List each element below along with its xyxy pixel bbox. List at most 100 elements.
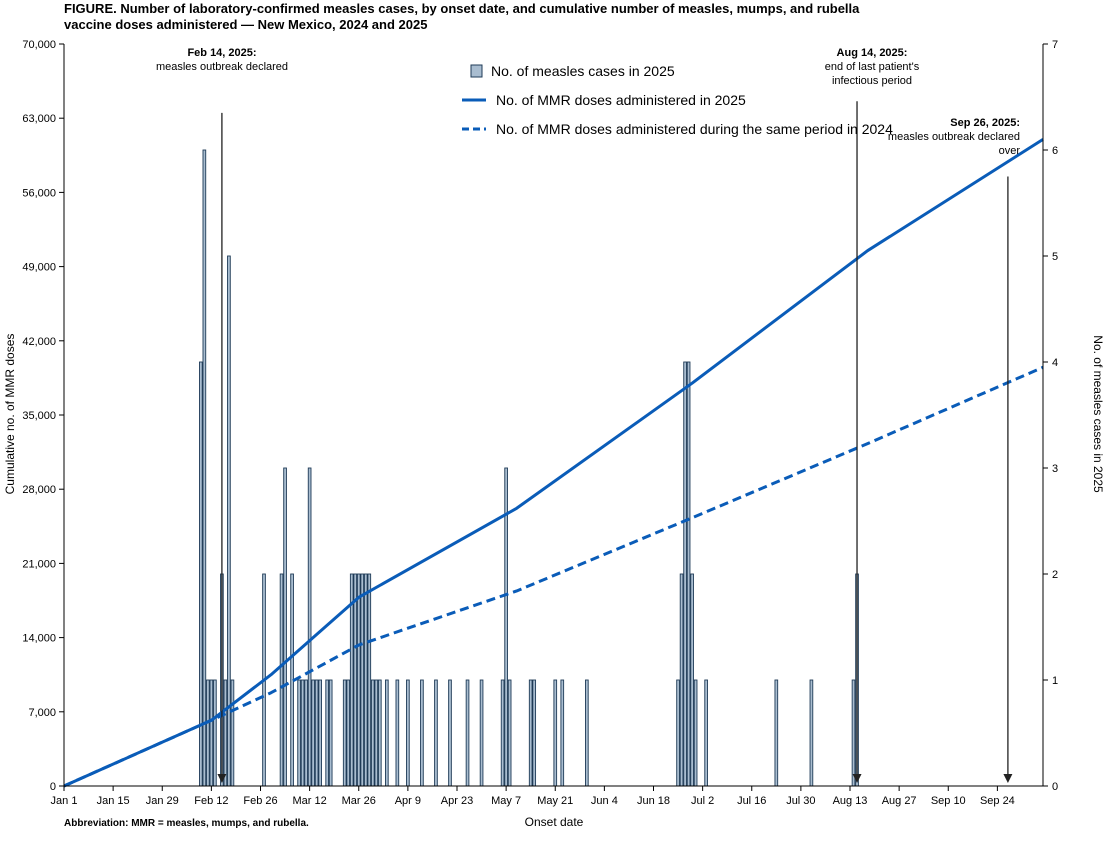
y-left-tick-label: 7,000: [28, 707, 56, 719]
measles-case-bar: [370, 679, 375, 787]
annotation-heading: Feb 14, 2025:: [187, 47, 256, 59]
measles-case-bar: [230, 679, 235, 787]
x-tick-label: Jan 29: [146, 795, 179, 807]
measles-case-bar: [206, 679, 210, 787]
measles-case-bar: [528, 679, 533, 787]
measles-case-bar: [585, 679, 589, 787]
measles-case-bar: [328, 679, 333, 787]
x-tick-label: Jan 1: [51, 795, 78, 807]
x-tick-label: Apr 9: [395, 795, 421, 807]
measles-case-bar: [395, 679, 400, 787]
measles-case-bar: [679, 573, 684, 787]
x-tick-label: Jan 15: [97, 795, 130, 807]
measles-case-bar: [676, 679, 680, 787]
measles-case-bar: [374, 679, 379, 787]
y-right-tick-label: 3: [1052, 463, 1058, 475]
x-tick-label: Jun 4: [591, 795, 618, 807]
measles-case-bar: [311, 679, 315, 787]
measles-case-bar: [690, 573, 694, 787]
x-tick-label: Jul 30: [786, 795, 815, 807]
measles-case-bar: [479, 679, 484, 787]
x-tick-label: Feb 12: [194, 795, 228, 807]
legend-swatch-bars: [470, 64, 483, 78]
measles-case-bar: [553, 679, 558, 787]
legend-label-bars: No. of measles cases in 2025: [491, 63, 675, 79]
measles-case-bar: [532, 679, 537, 787]
y-right-tick-label: 4: [1052, 357, 1058, 369]
y-right-tick-label: 6: [1052, 145, 1058, 157]
x-tick-label: Feb 26: [243, 795, 277, 807]
x-tick-label: Sep 24: [980, 795, 1015, 807]
annotation-heading: Sep 26, 2025:: [950, 117, 1020, 129]
annotation-text: measles outbreak declared: [156, 61, 288, 73]
annotation-text: measles outbreak declared: [888, 131, 1020, 143]
y-axis-left-title: Cumulative no. of MMR doses: [3, 334, 17, 495]
y-right-tick-label: 2: [1052, 569, 1058, 581]
annotation-text: infectious period: [832, 75, 912, 87]
measles-case-bar: [385, 679, 389, 787]
annotation-arrowhead: [852, 774, 862, 783]
measles-case-bar: [356, 573, 361, 787]
x-tick-label: Jul 16: [737, 795, 766, 807]
measles-case-bar: [360, 573, 365, 787]
y-right-tick-label: 5: [1052, 251, 1058, 263]
measles-case-bar: [406, 679, 410, 787]
figure-title: FIGURE. Number of laboratory-confirmed m…: [64, 1, 860, 32]
measles-case-bar: [279, 573, 284, 787]
y-left-tick-label: 49,000: [22, 262, 56, 274]
y-left-tick-label: 0: [50, 781, 56, 793]
y-right-tick-label: 1: [1052, 675, 1058, 687]
x-axis-title: Onset date: [525, 815, 584, 829]
measles-case-bar: [202, 149, 207, 787]
measles-case-bar: [223, 679, 228, 787]
annotation-text: over: [999, 145, 1021, 157]
legend-label-2025-line: No. of MMR doses administered in 2025: [496, 92, 746, 108]
y-left-tick-label: 21,000: [22, 558, 56, 570]
measles-case-bar: [199, 361, 203, 787]
y-axis-right-title: No. of measles cases in 2025: [1091, 335, 1105, 493]
measles-case-bar: [346, 679, 351, 787]
measles-case-bar: [686, 361, 691, 787]
legend-label-2024-line: No. of MMR doses administered during the…: [496, 121, 893, 137]
measles-case-bar: [500, 679, 505, 787]
measles-case-bar: [213, 679, 217, 787]
measles-case-bar: [507, 679, 512, 787]
y-left-tick-label: 35,000: [22, 410, 56, 422]
measles-case-bar: [325, 679, 329, 787]
annotation-heading: Aug 14, 2025:: [837, 47, 908, 59]
measles-case-bar: [683, 361, 687, 787]
measles-case-bar: [297, 679, 301, 787]
measles-case-bar: [448, 679, 452, 787]
x-tick-label: Aug 27: [882, 795, 917, 807]
footnote: Abbreviation: MMR = measles, mumps, and …: [64, 818, 309, 829]
annotation-arrowhead: [217, 774, 227, 783]
y-right-tick-label: 0: [1052, 781, 1058, 793]
measles-case-bar: [377, 679, 382, 787]
y-left-tick-label: 14,000: [22, 633, 56, 645]
annotation-arrowhead: [1003, 774, 1013, 783]
measles-case-bar: [465, 679, 470, 787]
y-left-tick-label: 63,000: [22, 113, 56, 125]
measles-case-bar: [420, 679, 424, 787]
x-tick-label: Mar 26: [342, 795, 376, 807]
measles-case-bar: [304, 679, 308, 787]
measles-case-bar: [353, 573, 358, 787]
y-right-tick-label: 7: [1052, 39, 1058, 51]
measles-case-bar: [314, 679, 319, 787]
y-left-tick-label: 70,000: [22, 39, 56, 51]
measles-case-bar: [363, 573, 368, 787]
measles-case-bar: [774, 679, 779, 787]
x-tick-label: Sep 10: [931, 795, 966, 807]
measles-case-bar: [367, 573, 372, 787]
measles-case-bar: [307, 467, 312, 787]
y-left-tick-label: 28,000: [22, 484, 56, 496]
y-left-tick-label: 42,000: [22, 336, 56, 348]
measles-case-bar: [209, 679, 214, 787]
x-tick-label: Mar 12: [293, 795, 327, 807]
measles-case-bar: [434, 679, 438, 787]
measles-case-bar: [704, 679, 708, 787]
measles-case-bar: [342, 679, 347, 787]
x-tick-label: Jul 2: [691, 795, 714, 807]
measles-case-bar: [693, 679, 698, 787]
